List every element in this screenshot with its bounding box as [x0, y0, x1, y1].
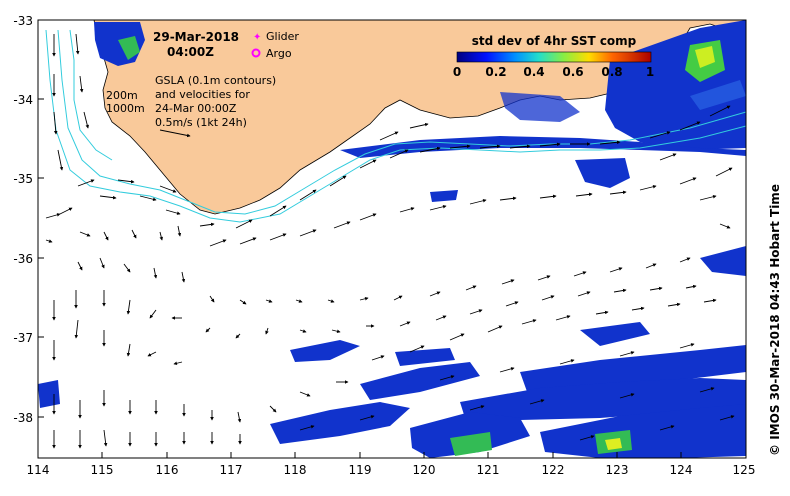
x-tick-label: 122 [542, 463, 565, 477]
depth-contours [45, 29, 747, 223]
gsla-note-line: 24-Mar 00:00Z [155, 102, 237, 115]
colorbar-tick: 0.8 [601, 65, 622, 79]
x-tick-label: 118 [284, 463, 307, 477]
y-tick-label: -33 [13, 14, 33, 28]
colorbar-gradient [456, 51, 652, 63]
x-tick-label: 120 [413, 463, 436, 477]
date-label: 29-Mar-2018 [153, 30, 239, 44]
argo-legend: Argo [251, 47, 292, 60]
sst-patches [38, 20, 746, 458]
plot-frame [37, 19, 747, 459]
colorbar-tick: 0.2 [485, 65, 506, 79]
y-tick-label: -35 [13, 172, 33, 186]
colorbar: std dev of 4hr SST comp 0 0.2 0.4 0.6 0.… [453, 34, 654, 79]
y-tick-labels: -33 -34 -35 -36 -37 -38 [13, 14, 33, 425]
x-tick-label: 125 [733, 463, 756, 477]
colorbar-title: std dev of 4hr SST comp [472, 34, 637, 48]
y-tick-label: -37 [13, 331, 33, 345]
x-tick-label: 124 [670, 463, 693, 477]
argo-label: Argo [266, 47, 292, 60]
colorbar-tick: 0.4 [523, 65, 544, 79]
velocity-arrows [45, 33, 735, 449]
glider-legend: ✦ Glider [253, 30, 299, 43]
x-tick-label: 121 [477, 463, 500, 477]
colorbar-tick: 1 [646, 65, 654, 79]
colorbar-tick: 0.6 [562, 65, 583, 79]
argo-marker-icon [251, 48, 261, 58]
imos-credit: © IMOS 30-Mar-2018 04:43 Hobart Time [768, 184, 782, 456]
glider-marker-icon: ✦ [253, 32, 261, 43]
colorbar-tick: 0 [453, 65, 461, 79]
x-tick-label: 117 [220, 463, 243, 477]
time-label: 04:00Z [167, 45, 214, 59]
y-tick-label: -38 [13, 411, 33, 425]
glider-label: Glider [266, 30, 299, 43]
y-tick-label: -36 [13, 252, 33, 266]
gsla-note-line: 0.5m/s (1kt 24h) [155, 116, 247, 129]
x-tick-label: 115 [91, 463, 114, 477]
x-tick-labels: 114 115 116 117 118 119 120 121 122 123 … [27, 463, 756, 477]
y-tick-label: -34 [13, 93, 33, 107]
x-tick-label: 123 [606, 463, 629, 477]
contour-200m-label: 200m [106, 89, 138, 102]
x-tick-label: 119 [349, 463, 372, 477]
y-axis [38, 19, 44, 418]
x-tick-label: 114 [27, 463, 50, 477]
contour-1000m-label: 1000m [106, 102, 145, 115]
gsla-note-line: and velocities for [155, 88, 250, 101]
gsla-note-line: GSLA (0.1m contours) [155, 74, 276, 87]
x-axis [37, 452, 747, 458]
x-tick-label: 116 [156, 463, 179, 477]
